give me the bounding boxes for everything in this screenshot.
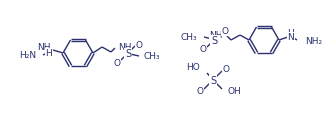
Text: NH: NH <box>118 42 132 51</box>
Text: O: O <box>221 27 229 36</box>
Text: NH: NH <box>37 43 51 52</box>
Text: O: O <box>113 58 120 67</box>
Text: CH₃: CH₃ <box>180 33 197 42</box>
Text: HO: HO <box>186 62 200 71</box>
Text: O: O <box>196 87 203 96</box>
Text: H₂N: H₂N <box>19 51 36 60</box>
Text: CH₃: CH₃ <box>144 52 161 61</box>
Text: S: S <box>125 49 131 59</box>
Text: NH: NH <box>210 30 223 39</box>
Text: H: H <box>45 49 52 58</box>
Text: N: N <box>288 33 294 42</box>
Text: H: H <box>288 29 294 38</box>
Text: NH₂: NH₂ <box>305 36 322 45</box>
Text: O: O <box>135 40 142 49</box>
Text: OH: OH <box>227 87 241 96</box>
Text: S: S <box>210 75 216 85</box>
Text: O: O <box>199 45 207 54</box>
Text: S: S <box>211 36 217 46</box>
Text: O: O <box>222 65 230 74</box>
